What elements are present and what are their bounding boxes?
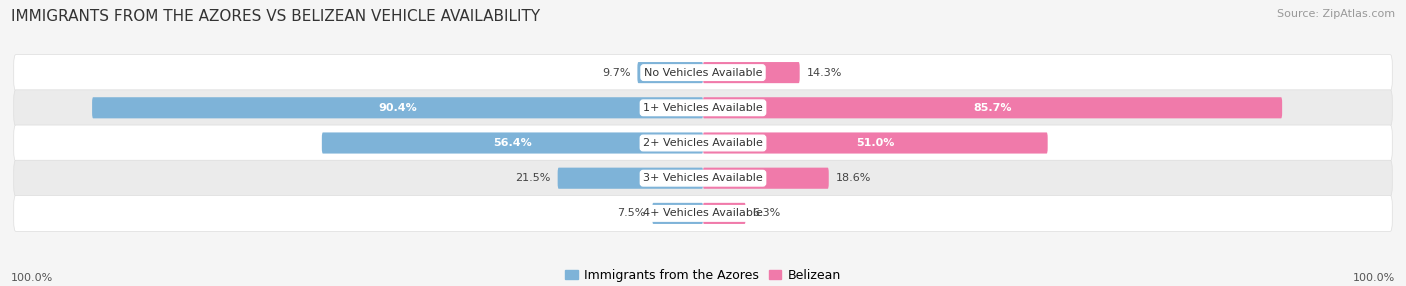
FancyBboxPatch shape (558, 168, 703, 189)
Text: 6.3%: 6.3% (752, 208, 780, 219)
FancyBboxPatch shape (14, 90, 1392, 126)
FancyBboxPatch shape (93, 97, 703, 118)
FancyBboxPatch shape (703, 97, 1282, 118)
Text: 85.7%: 85.7% (973, 103, 1012, 113)
FancyBboxPatch shape (703, 168, 828, 189)
Text: 90.4%: 90.4% (378, 103, 418, 113)
Text: IMMIGRANTS FROM THE AZORES VS BELIZEAN VEHICLE AVAILABILITY: IMMIGRANTS FROM THE AZORES VS BELIZEAN V… (11, 9, 540, 23)
Text: 7.5%: 7.5% (617, 208, 645, 219)
Text: 56.4%: 56.4% (494, 138, 531, 148)
FancyBboxPatch shape (703, 203, 745, 224)
Legend: Immigrants from the Azores, Belizean: Immigrants from the Azores, Belizean (560, 264, 846, 286)
Text: 100.0%: 100.0% (1353, 273, 1395, 283)
Text: 18.6%: 18.6% (835, 173, 870, 183)
Text: 14.3%: 14.3% (807, 67, 842, 78)
FancyBboxPatch shape (322, 132, 703, 154)
FancyBboxPatch shape (703, 62, 800, 83)
FancyBboxPatch shape (637, 62, 703, 83)
Text: Source: ZipAtlas.com: Source: ZipAtlas.com (1277, 9, 1395, 19)
FancyBboxPatch shape (703, 132, 1047, 154)
Text: 9.7%: 9.7% (602, 67, 631, 78)
Text: 100.0%: 100.0% (11, 273, 53, 283)
Text: 51.0%: 51.0% (856, 138, 894, 148)
Text: 1+ Vehicles Available: 1+ Vehicles Available (643, 103, 763, 113)
FancyBboxPatch shape (14, 160, 1392, 196)
FancyBboxPatch shape (14, 125, 1392, 161)
Text: No Vehicles Available: No Vehicles Available (644, 67, 762, 78)
FancyBboxPatch shape (14, 195, 1392, 231)
Text: 4+ Vehicles Available: 4+ Vehicles Available (643, 208, 763, 219)
FancyBboxPatch shape (14, 55, 1392, 91)
FancyBboxPatch shape (652, 203, 703, 224)
Text: 2+ Vehicles Available: 2+ Vehicles Available (643, 138, 763, 148)
Text: 21.5%: 21.5% (516, 173, 551, 183)
Text: 3+ Vehicles Available: 3+ Vehicles Available (643, 173, 763, 183)
